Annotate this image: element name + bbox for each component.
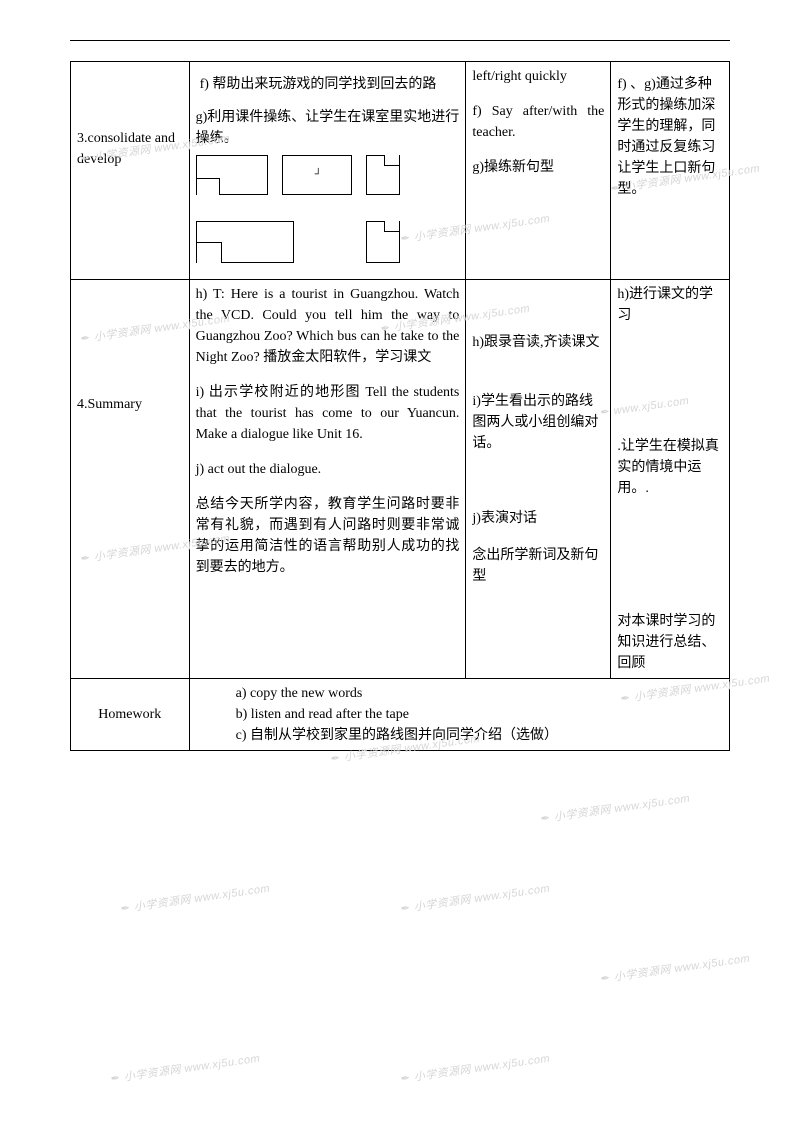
stage-cell: 3.consolidate and develop (71, 62, 190, 280)
stage-label: 4.Summary (77, 394, 183, 415)
hw-item: a) copy the new words (236, 683, 723, 704)
watermark: 小学资源网 www.xj5u.com (120, 880, 271, 917)
table-row: 3.consolidate and develop f) 帮助出来玩游戏的同学找… (71, 62, 730, 280)
item-h: h) T: Here is a tourist in Guangzhou. Wa… (196, 284, 460, 368)
top-divider (70, 40, 730, 41)
student-activity-cell: left/right quickly f) Say after/with the… (466, 62, 611, 280)
stage-cell: 4.Summary (71, 280, 190, 679)
watermark: 小学资源网 www.xj5u.com (400, 1050, 551, 1087)
room-shape: ┘ (282, 155, 352, 195)
item-g: g)操练新句型 (472, 157, 604, 178)
summary-text: 对本课时学习的知识进行总结、回顾 (617, 611, 723, 674)
hw-item: c) 自制从学校到家里的路线图并向同学介绍（选做） (236, 725, 723, 746)
item-f: f) Say after/with the teacher. (472, 101, 604, 143)
center-mark: ┘ (315, 173, 319, 177)
stage-label: 3.consolidate and develop (77, 128, 183, 170)
diagram-row-1: ┘ (196, 155, 460, 195)
room-shape (366, 155, 400, 195)
item-i: i) 出示学校附近的地形图 Tell the students that the… (196, 382, 460, 445)
room-shape (196, 155, 268, 195)
homework-content-cell: a) copy the new words b) listen and read… (189, 679, 729, 751)
watermark: 小学资源网 www.xj5u.com (110, 1050, 261, 1087)
homework-label: Homework (77, 704, 183, 725)
teacher-activity-cell: f) 帮助出来玩游戏的同学找到回去的路 g)利用课件操练、让学生在课室里实地进行… (189, 62, 466, 280)
student-activity-cell: h)跟录音读,齐读课文 i)学生看出示的路线图两人或小组创编对话。 j)表演对话… (466, 280, 611, 679)
lesson-plan-table: 3.consolidate and develop f) 帮助出来玩游戏的同学找… (70, 61, 730, 751)
homework-label-cell: Homework (71, 679, 190, 751)
summary-text: 念出所学新词及新句型 (472, 545, 604, 587)
purpose-cell: h)进行课文的学习 .让学生在模拟真实的情境中运用。. 对本课时学习的知识进行总… (611, 280, 730, 679)
item-h: h)进行课文的学习 (617, 284, 723, 326)
text: left/right quickly (472, 66, 604, 87)
item-g: g)利用课件操练、让学生在课室里实地进行操练。 (196, 107, 460, 149)
room-shape (366, 221, 400, 263)
diagram-row-2 (196, 221, 460, 263)
summary-text: 总结今天所学内容，教育学生问路时要非常有礼貌，而遇到有人问路时则要非常诚挚的运用… (196, 494, 460, 578)
table-row: 4.Summary h) T: Here is a tourist in Gua… (71, 280, 730, 679)
item-j: j) act out the dialogue. (196, 459, 460, 480)
table-row: Homework a) copy the new words b) listen… (71, 679, 730, 751)
text: f) 、g)通过多种形式的操练加深学生的理解，同时通过反复练习让学生上口新句型。 (617, 74, 723, 200)
teacher-activity-cell: h) T: Here is a tourist in Guangzhou. Wa… (189, 280, 466, 679)
item-j: j)表演对话 (472, 508, 604, 529)
watermark: 小学资源网 www.xj5u.com (400, 880, 551, 917)
room-shape (196, 221, 294, 263)
watermark: 小学资源网 www.xj5u.com (540, 790, 691, 827)
watermark: 小学资源网 www.xj5u.com (600, 950, 751, 987)
item-h: h)跟录音读,齐读课文 (472, 332, 604, 353)
item-i: i)学生看出示的路线图两人或小组创编对话。 (472, 391, 604, 454)
item-i: .让学生在模拟真实的情境中运用。. (617, 436, 723, 499)
purpose-cell: f) 、g)通过多种形式的操练加深学生的理解，同时通过反复练习让学生上口新句型。 (611, 62, 730, 280)
item-f: f) 帮助出来玩游戏的同学找到回去的路 (196, 74, 460, 95)
hw-item: b) listen and read after the tape (236, 704, 723, 725)
text: f) 帮助出来玩游戏的同学找到回去的路 (200, 77, 437, 92)
